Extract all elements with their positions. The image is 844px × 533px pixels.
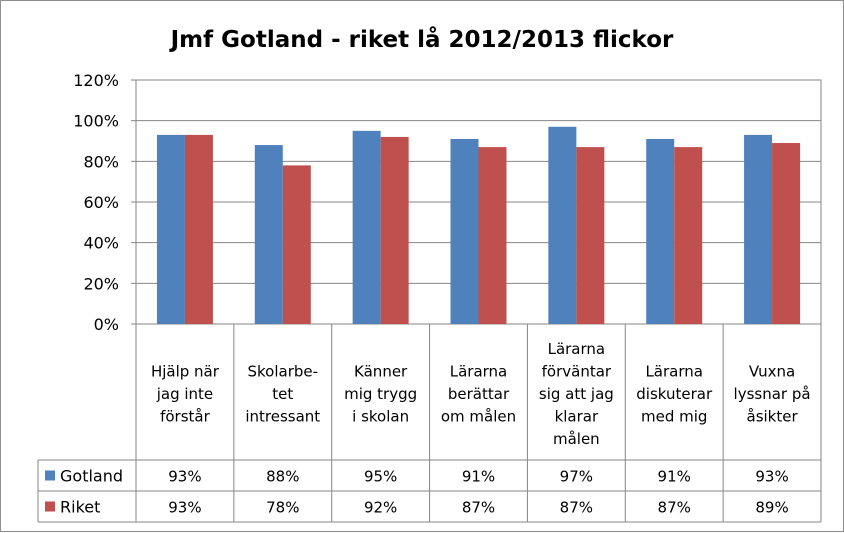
category-label: mig trygg [344,385,417,403]
category-label: jag inte [156,385,213,403]
bar-gotland [254,145,283,324]
category-label: Lärarna [548,340,606,358]
bar-riket [674,147,703,324]
bar-gotland [744,134,773,324]
y-tick-label: 20% [83,274,119,293]
category-label: tet [272,385,293,403]
data-label: 78% [266,499,299,517]
data-label: 95% [364,468,397,486]
bar-riket [772,143,801,324]
category-label: sig att jag [539,385,614,403]
y-tick-label: 80% [83,152,119,171]
category-label: i skolan [352,408,409,426]
y-tick-label: 40% [83,234,119,253]
category-label: Lärarna [645,363,703,381]
data-label: 89% [755,499,788,517]
category-label: Känner [354,363,408,381]
data-label: 97% [560,468,593,486]
y-tick-label: 60% [83,193,119,212]
legend-key-gotland [45,470,55,481]
bar-riket [478,147,507,324]
category-label: klarar [555,408,599,426]
data-label: 87% [658,499,691,517]
bar-riket [576,147,605,324]
y-tick-label: 0% [94,315,119,334]
data-label: 91% [658,468,691,486]
category-label: Lärarna [450,363,508,381]
legend-label-riket: Riket [60,498,100,517]
y-tick-label: 120% [73,71,119,90]
bar-riket [282,165,311,324]
data-label: 88% [266,468,299,486]
data-label: 87% [560,499,593,517]
category-label: diskuterar [636,385,713,403]
data-label: 91% [462,468,495,486]
legend-key-riket [45,501,55,512]
category-label: intressant [245,408,320,426]
category-label: Skolarbe- [248,363,319,381]
bar-gotland [352,130,381,324]
data-label: 93% [168,499,201,517]
category-label: med mig [641,408,707,426]
plot-area: 0% 20% 40% 60% 80% 100% 120% Hjälp när jag inte f… [37,71,822,523]
category-label: Vuxna [749,363,795,381]
bar-gotland [156,134,185,324]
bar-gotland [646,138,675,324]
category-label: om målen [441,408,516,426]
bar-riket [380,136,409,324]
data-label: 92% [364,499,397,517]
data-label: 93% [168,468,201,486]
category-label: målen [553,430,600,448]
category-label: lyssnar på [734,385,811,403]
data-label: 87% [462,499,495,517]
category-label: berättar [448,385,510,403]
category-label: förstår [160,408,211,426]
legend-label-gotland: Gotland [60,467,123,486]
category-label: åsikter [747,408,799,426]
category-label: förväntar [542,363,612,381]
category-label: Hjälp när [151,363,220,381]
chart-title: Jmf Gotland - riket lå 2012/2013 flickor [169,26,674,53]
bar-gotland [548,126,577,325]
bar-gotland [450,138,479,324]
y-tick-label: 100% [73,112,119,131]
data-label: 93% [755,468,788,486]
bar-riket [184,134,213,324]
